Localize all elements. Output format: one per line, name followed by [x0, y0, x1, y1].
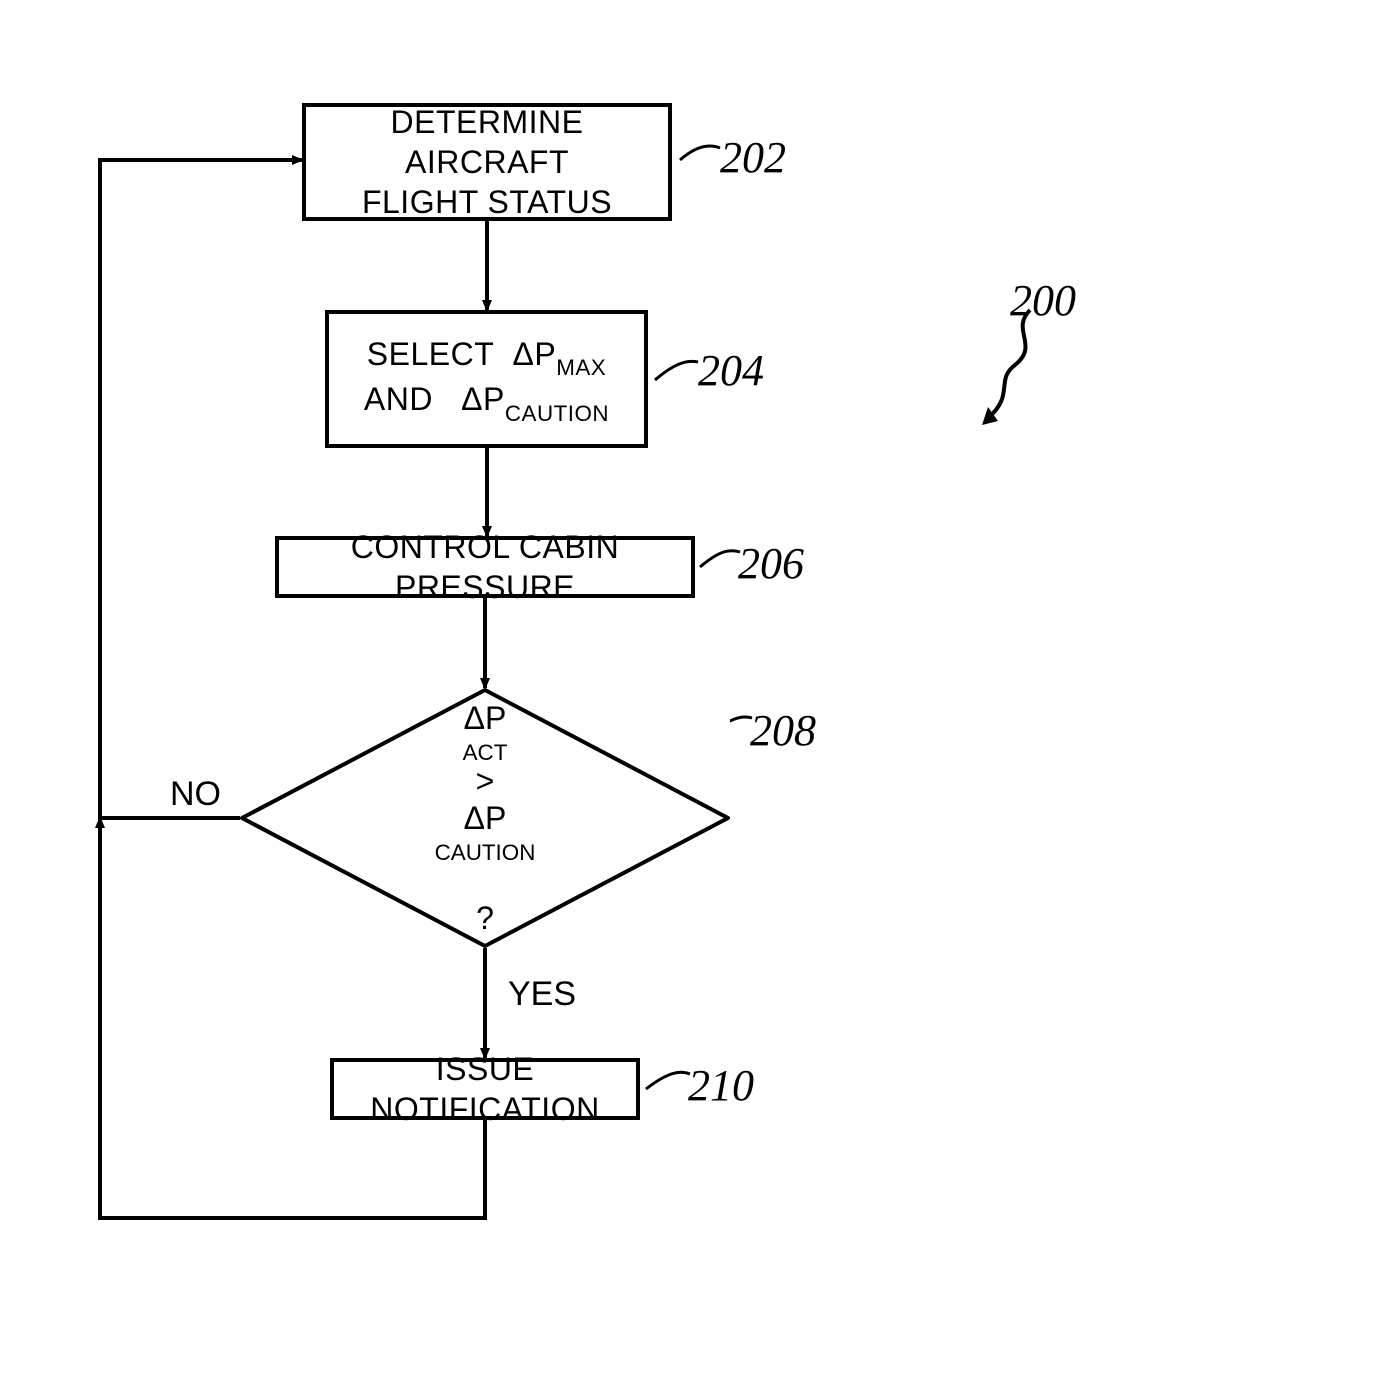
- decision-node-208: ΔPACT > ΔPCAUTION?: [240, 688, 730, 948]
- ref-connector-1: [655, 361, 698, 380]
- ref-label-206: 206: [738, 538, 804, 589]
- process-node-204: SELECT ΔPMAXAND ΔPCAUTION: [325, 310, 648, 448]
- ref-label-202: 202: [720, 132, 786, 183]
- ref-connector-4: [646, 1072, 690, 1089]
- figure-ref-arrowhead: [982, 407, 998, 425]
- ref-label-204: 204: [698, 345, 764, 396]
- process-node-206: CONTROL CABIN PRESSURE: [275, 536, 695, 598]
- figure-ref-label: 200: [1010, 275, 1076, 326]
- process-node-202: DETERMINE AIRCRAFTFLIGHT STATUS: [302, 103, 672, 221]
- ref-connector-0: [680, 146, 720, 160]
- flowchart-container: DETERMINE AIRCRAFTFLIGHT STATUS 202 SELECT…: [0, 0, 1390, 1390]
- ref-label-210: 210: [688, 1060, 754, 1111]
- process-node-210: ISSUE NOTIFICATION: [330, 1058, 640, 1120]
- ref-label-208: 208: [750, 705, 816, 756]
- edge-label-no: NO: [170, 775, 221, 814]
- figure-ref-squiggle: [988, 310, 1030, 418]
- edge-label-yes: YES: [508, 975, 576, 1014]
- ref-connector-2: [700, 551, 740, 567]
